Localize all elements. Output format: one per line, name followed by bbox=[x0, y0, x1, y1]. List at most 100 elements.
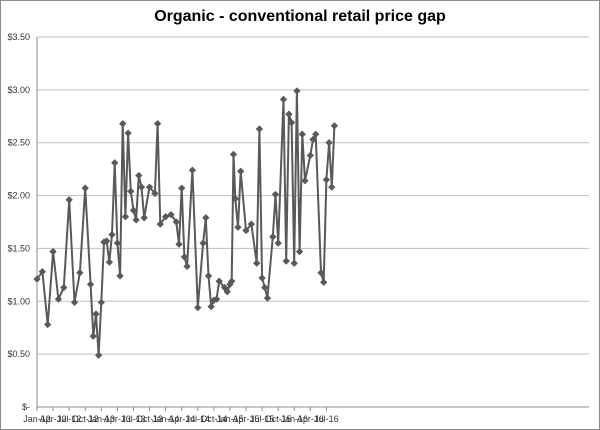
data-point-marker bbox=[242, 226, 250, 235]
y-tick-label: $3.50 bbox=[7, 32, 30, 42]
data-point-marker bbox=[110, 159, 119, 167]
data-point-marker bbox=[274, 239, 282, 247]
data-point-marker bbox=[227, 277, 236, 285]
data-point-marker bbox=[33, 275, 41, 283]
series-polyline bbox=[36, 89, 336, 357]
data-point-marker bbox=[151, 189, 159, 198]
data-point-marker bbox=[325, 138, 333, 147]
data-point-marker bbox=[183, 262, 191, 271]
x-tick-label: Jul-12 bbox=[57, 414, 82, 424]
x-tick-label: Jul-14 bbox=[186, 414, 211, 424]
x-tick-label: Oct-12 bbox=[72, 414, 99, 424]
data-point-marker bbox=[295, 247, 304, 256]
data-point-marker bbox=[153, 119, 162, 128]
x-axis-ticks: Jan-12Apr-12Jul-12Oct-12Jan-13Apr-13Jul-… bbox=[23, 414, 338, 424]
data-point-marker bbox=[180, 253, 189, 261]
data-point-marker bbox=[287, 118, 296, 127]
data-point-marker bbox=[161, 212, 170, 221]
data-point-marker bbox=[135, 171, 143, 180]
x-tick-label: Jan-12 bbox=[23, 414, 51, 424]
data-point-marker bbox=[247, 220, 256, 228]
data-point-marker bbox=[156, 220, 165, 228]
data-point-marker bbox=[215, 277, 223, 285]
data-point-marker bbox=[231, 194, 240, 203]
data-point-marker bbox=[290, 259, 298, 267]
data-point-marker bbox=[199, 239, 207, 247]
data-point-marker bbox=[207, 302, 215, 311]
data-point-marker bbox=[229, 150, 238, 159]
data-point-marker bbox=[285, 110, 293, 118]
data-point-marker bbox=[124, 129, 132, 137]
data-point-marker bbox=[145, 183, 154, 191]
data-point-marker bbox=[54, 295, 63, 303]
data-point-marker bbox=[255, 125, 264, 133]
data-point-marker bbox=[212, 295, 221, 303]
data-point-marker bbox=[301, 177, 309, 185]
data-point-marker bbox=[97, 298, 106, 307]
data-point-marker bbox=[167, 210, 175, 219]
data-point-marker bbox=[127, 187, 135, 196]
x-tick-label: Jul-16 bbox=[314, 414, 339, 424]
data-point-marker bbox=[328, 183, 336, 191]
data-point-marker bbox=[311, 130, 320, 139]
data-point-marker bbox=[60, 283, 68, 292]
y-tick-label: $- bbox=[22, 402, 30, 412]
x-tick-label: Apr-13 bbox=[104, 414, 131, 424]
data-point-marker bbox=[86, 280, 95, 289]
data-point-marker bbox=[252, 259, 261, 267]
data-point-marker bbox=[271, 190, 280, 199]
y-axis-ticks: $- $0.50 $1.00 $1.50 $2.00 $2.50 $3.00 $3.50 bbox=[7, 32, 30, 412]
data-point-marker bbox=[70, 298, 79, 307]
x-tick-label: Jul-13 bbox=[121, 414, 146, 424]
data-point-marker bbox=[177, 184, 186, 192]
x-tick-label: Oct-15 bbox=[265, 414, 292, 424]
data-point-marker bbox=[129, 206, 138, 215]
data-point-marker bbox=[261, 283, 269, 292]
x-tick-label: Jan-13 bbox=[88, 414, 116, 424]
data-point-marker bbox=[76, 268, 84, 277]
data-point-marker bbox=[306, 151, 315, 160]
data-point-marker bbox=[204, 272, 213, 280]
data-point-marker bbox=[309, 135, 317, 144]
data-point-marker bbox=[282, 257, 290, 265]
chart-title: Organic - conventional retail price gap bbox=[154, 8, 446, 25]
data-point-marker bbox=[234, 223, 242, 232]
x-tick-label: Apr-14 bbox=[168, 414, 195, 424]
data-point-marker bbox=[236, 167, 245, 176]
x-tick-label: Jan-14 bbox=[152, 414, 180, 424]
data-point-marker bbox=[118, 119, 127, 128]
data-point-marker bbox=[175, 240, 183, 248]
series-line bbox=[36, 89, 336, 357]
data-point-marker bbox=[293, 87, 301, 95]
x-tick-label: Apr-12 bbox=[40, 414, 67, 424]
data-point-marker bbox=[132, 216, 140, 224]
axes bbox=[36, 37, 589, 411]
x-tick-label: Apr-15 bbox=[233, 414, 260, 424]
data-point-marker bbox=[172, 218, 181, 226]
data-point-marker bbox=[140, 214, 148, 222]
data-point-marker bbox=[202, 214, 210, 222]
data-point-marker bbox=[38, 267, 47, 276]
x-tick-label: Jul-15 bbox=[250, 414, 275, 424]
data-point-marker bbox=[102, 237, 111, 245]
data-point-marker bbox=[263, 294, 272, 302]
y-tick-label: $1.50 bbox=[7, 243, 30, 253]
data-point-marker bbox=[81, 184, 89, 192]
data-point-marker bbox=[319, 278, 328, 287]
x-tick-label: Oct-14 bbox=[200, 414, 227, 424]
data-point-marker bbox=[49, 247, 57, 256]
data-point-marker bbox=[94, 351, 103, 359]
y-tick-label: $3.00 bbox=[7, 85, 30, 95]
data-point-marker bbox=[258, 274, 266, 282]
data-point-marker bbox=[137, 183, 146, 191]
x-tick-label: Jan-15 bbox=[216, 414, 244, 424]
data-point-marker bbox=[223, 288, 232, 296]
data-point-marker bbox=[121, 212, 130, 221]
data-point-marker bbox=[330, 122, 339, 130]
y-tick-label: $1.00 bbox=[7, 296, 30, 306]
y-tick-label: $2.50 bbox=[7, 138, 30, 148]
data-point-marker bbox=[298, 130, 307, 139]
data-point-marker bbox=[194, 303, 202, 312]
data-point-marker bbox=[89, 332, 98, 340]
